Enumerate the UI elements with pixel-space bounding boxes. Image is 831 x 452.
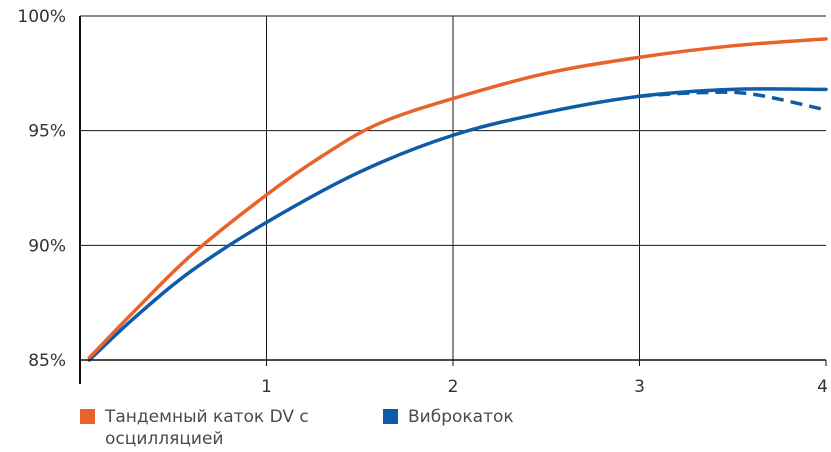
legend-swatch-orange <box>80 409 95 424</box>
y-tick-label: 100% <box>17 7 66 27</box>
series-line <box>87 87 828 362</box>
y-tick-label: 95% <box>28 122 66 142</box>
x-tick-label: 1 <box>261 377 272 397</box>
y-tick-label: 90% <box>28 236 66 256</box>
y-tick-label: 85% <box>28 351 66 371</box>
legend-label: Виброкаток <box>408 407 514 427</box>
legend-item-vibro-roller: Виброкаток <box>383 406 603 428</box>
x-tick-label: 3 <box>634 377 645 397</box>
series-lines <box>87 37 828 362</box>
tick-labels: 85% 90% 95% 100% 1 2 3 4 <box>17 7 828 397</box>
x-tick-label: 2 <box>448 377 459 397</box>
x-tick-label: 4 <box>817 377 828 397</box>
series-line <box>87 37 828 360</box>
legend-swatch-blue <box>383 409 398 424</box>
grid-lines <box>80 15 826 360</box>
legend-item-tandem-roller: Тандемный каток DV с осцилляцией <box>80 406 320 450</box>
legend-label: Тандемный каток DV с осцилляцией <box>105 407 309 449</box>
axes <box>79 16 827 384</box>
